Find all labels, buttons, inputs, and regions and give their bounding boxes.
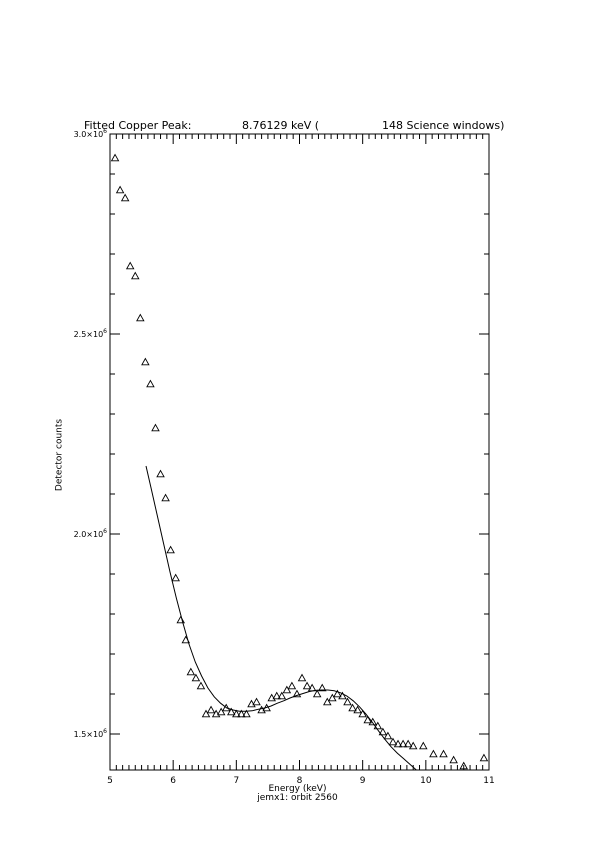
data-point-triangle bbox=[393, 739, 403, 748]
data-point-triangle bbox=[171, 573, 180, 582]
data-point-triangle bbox=[323, 697, 332, 706]
data-point-triangle bbox=[272, 691, 282, 700]
data-point-triangle bbox=[242, 709, 251, 718]
data-point-triangle bbox=[232, 709, 241, 718]
x-tick-label: 11 bbox=[483, 776, 494, 786]
data-point-triangle bbox=[297, 673, 307, 682]
data-point-triangle bbox=[348, 703, 357, 712]
data-point-triangle bbox=[201, 709, 211, 718]
fit-curve-line bbox=[145, 465, 417, 771]
chart-title-label: Fitted Copper Peak: bbox=[84, 119, 192, 132]
data-point-triangle bbox=[237, 709, 246, 718]
x-tick-label: 10 bbox=[420, 776, 432, 786]
data-point-triangle bbox=[196, 681, 206, 690]
data-point-triangle bbox=[449, 755, 458, 764]
chart-title-windows: 148 Science windows) bbox=[382, 119, 505, 132]
x-tick-label: 9 bbox=[360, 776, 366, 786]
data-point-triangle bbox=[383, 731, 393, 740]
data-point-triangle bbox=[206, 705, 216, 714]
y-tick-label: 1.5×106 bbox=[74, 728, 108, 739]
data-point-triangle bbox=[252, 697, 261, 706]
x-axis-tick-labels: 5 6 7 8 9 10 11 bbox=[107, 776, 495, 786]
data-point-triangle bbox=[191, 673, 201, 682]
data-point-triangle bbox=[338, 691, 347, 700]
data-point-triangle bbox=[186, 667, 196, 676]
data-point-triangle bbox=[221, 703, 231, 712]
x-tick-label: 5 bbox=[107, 776, 113, 786]
data-point-triangle bbox=[227, 707, 236, 716]
data-point-triangle bbox=[317, 683, 327, 692]
data-point-triangle bbox=[408, 741, 418, 750]
data-point-triangle bbox=[378, 727, 388, 736]
y-tick-label: 2.0×106 bbox=[74, 528, 108, 539]
plot-frame bbox=[109, 133, 490, 771]
data-point-triangle bbox=[277, 691, 287, 700]
data-point-triangle bbox=[333, 689, 342, 698]
data-point-triangle bbox=[388, 737, 398, 746]
data-point-triangle bbox=[358, 709, 367, 718]
data-point-triangle bbox=[419, 741, 428, 750]
data-point-triangle bbox=[146, 379, 155, 388]
y-axis-label: Detector counts bbox=[54, 418, 65, 492]
y-axis-ticks bbox=[110, 133, 489, 735]
data-point-triangle bbox=[479, 753, 489, 762]
data-point-triangle bbox=[328, 693, 337, 702]
chart-subtitle: jemx1: orbit 2560 bbox=[257, 793, 338, 803]
data-point-triangle bbox=[439, 749, 448, 758]
data-point-triangle bbox=[120, 193, 130, 202]
data-point-triangle bbox=[110, 153, 120, 162]
data-point-triangle bbox=[125, 261, 135, 270]
y-tick-label: 3.0×106 bbox=[74, 128, 108, 139]
x-tick-label: 7 bbox=[233, 776, 239, 786]
x-axis-label: Energy (keV) bbox=[268, 784, 327, 794]
data-point-triangle bbox=[287, 681, 297, 690]
data-point-triangle bbox=[368, 717, 378, 726]
data-point-triangle bbox=[398, 739, 408, 748]
data-point-triangle bbox=[312, 689, 322, 698]
data-point-triangle bbox=[115, 185, 125, 194]
data-point-triangle bbox=[282, 685, 292, 694]
y-tick-label: 2.5×106 bbox=[74, 328, 108, 339]
data-point-triangle bbox=[353, 705, 362, 714]
data-point-triangle bbox=[151, 423, 160, 432]
data-point-triangle bbox=[141, 357, 150, 366]
data-point-triangle bbox=[363, 715, 372, 724]
data-point-triangle bbox=[176, 615, 186, 624]
data-point-triangle bbox=[131, 271, 140, 280]
data-point-triangle bbox=[302, 681, 312, 690]
data-point-triangle bbox=[459, 761, 468, 770]
data-point-triangle bbox=[343, 697, 352, 706]
data-point-triangle bbox=[166, 545, 175, 554]
y-axis-tick-labels: 1.5×106 2.0×106 2.5×106 3.0×106 bbox=[74, 128, 108, 739]
data-point-triangle bbox=[136, 313, 145, 322]
data-point-triangle bbox=[429, 749, 438, 758]
chart-title-value: 8.76129 keV ( bbox=[242, 119, 320, 132]
x-tick-label: 8 bbox=[297, 776, 303, 786]
data-point-triangle bbox=[156, 469, 165, 478]
data-point-triangle bbox=[216, 707, 226, 716]
x-axis-ticks bbox=[109, 134, 490, 770]
data-point-triangle bbox=[373, 721, 383, 730]
data-point-triangle bbox=[161, 493, 170, 502]
data-point-triangle bbox=[403, 739, 413, 748]
data-points-series bbox=[110, 153, 489, 770]
data-point-triangle bbox=[292, 689, 302, 698]
x-tick-label: 6 bbox=[170, 776, 176, 786]
